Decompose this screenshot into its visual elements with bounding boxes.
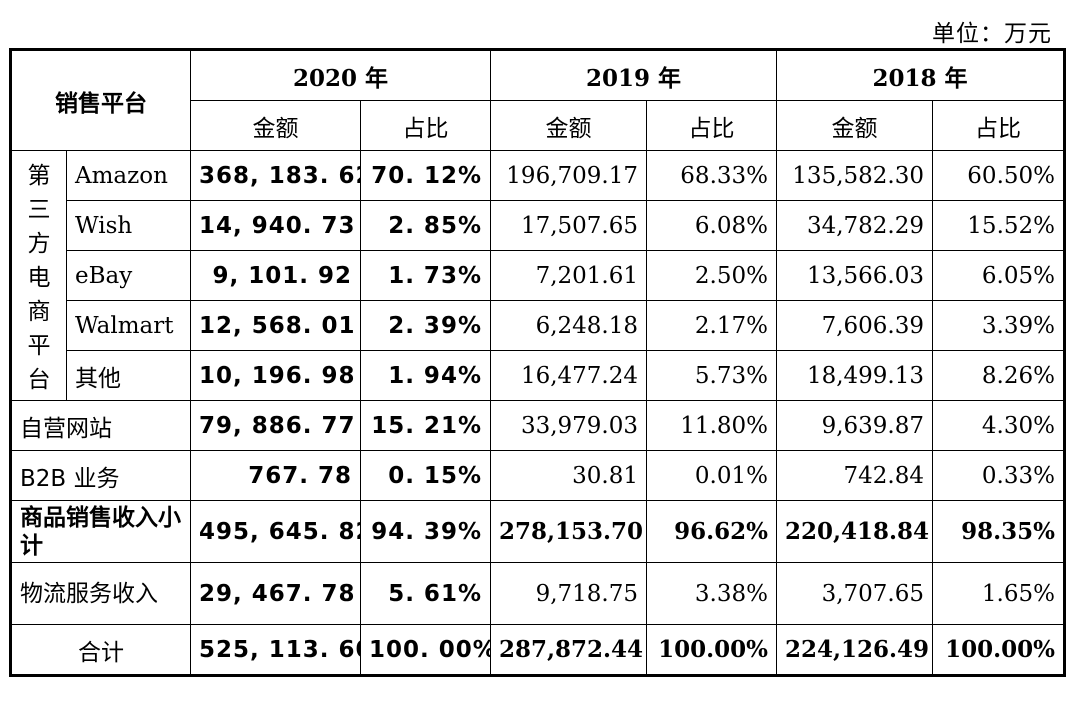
group-label-third-party: 第三方电商平台	[10, 150, 67, 401]
table-row: Walmart 12, 568. 01 2. 39% 6,248.18 2.17…	[11, 300, 1065, 351]
amount-2018: 13,566.03	[776, 250, 933, 301]
header-row-years: 销售平台 2020 年 2019 年 2018 年	[10, 49, 1065, 151]
amount-2019: 287,872.44	[490, 624, 647, 676]
ratio-2020: 2. 39%	[360, 300, 491, 351]
amount-2020: 495, 645. 82	[190, 500, 361, 563]
table-row: 第三方电商平台 Amazon 368, 183. 62 70. 12% 196,…	[10, 150, 1065, 401]
amount-2019: 278,153.70	[490, 500, 647, 563]
amount-2018: 224,126.49	[776, 624, 933, 676]
ratio-2018: 100.00%	[932, 624, 1065, 676]
amount-2018: 135,582.30	[776, 150, 933, 201]
amount-2020: 525, 113. 60	[190, 624, 361, 676]
ratio-2019: 5.73%	[646, 350, 777, 401]
ratio-2019: 11.80%	[646, 400, 777, 451]
ratio-2018: 98.35%	[932, 500, 1065, 563]
header-2020: 2020 年	[190, 49, 491, 101]
ratio-2020: 70. 12%	[360, 150, 491, 201]
amount-2020: 10, 196. 98	[190, 350, 361, 401]
ratio-2020: 15. 21%	[360, 400, 491, 451]
ratio-2020: 1. 73%	[360, 250, 491, 301]
ratio-2020: 0. 15%	[360, 450, 491, 501]
ratio-2018: 15.52%	[932, 200, 1065, 251]
amount-2019: 16,477.24	[490, 350, 647, 401]
ratio-2018: 3.39%	[932, 300, 1065, 351]
ratio-2020: 100. 00%	[360, 624, 491, 676]
amount-2018: 3,707.65	[776, 562, 933, 625]
row-name: 合计	[10, 624, 191, 676]
table-row: Wish 14, 940. 73 2. 85% 17,507.65 6.08% …	[11, 200, 1065, 251]
amount-2018: 7,606.39	[776, 300, 933, 351]
sales-platform-table: 销售平台 2020 年 2019 年 2018 年 金额 占比 金额 占比 金额…	[9, 48, 1066, 677]
table-row-subtotal: 商品销售收入小计 495, 645. 82 94. 39% 278,153.70…	[10, 500, 1065, 563]
ratio-2019: 3.38%	[646, 562, 777, 625]
table-row: eBay 9, 101. 92 1. 73% 7,201.61 2.50% 13…	[11, 250, 1065, 301]
amount-2018: 34,782.29	[776, 200, 933, 251]
amount-2019: 6,248.18	[490, 300, 647, 351]
row-name: 物流服务收入	[10, 562, 191, 625]
header-ratio-2019: 占比	[646, 100, 777, 151]
amount-2018: 18,499.13	[776, 350, 933, 401]
header-platform: 销售平台	[10, 49, 191, 151]
ratio-2019: 0.01%	[646, 450, 777, 501]
amount-2019: 196,709.17	[490, 150, 647, 201]
amount-2020: 79, 886. 77	[190, 400, 361, 451]
table-row: B2B 业务 767. 78 0. 15% 30.81 0.01% 742.84…	[10, 450, 1065, 501]
ratio-2019: 6.08%	[646, 200, 777, 251]
amount-2020: 9, 101. 92	[190, 250, 361, 301]
amount-2018: 742.84	[776, 450, 933, 501]
header-ratio-2018: 占比	[932, 100, 1065, 151]
ratio-2019: 2.50%	[646, 250, 777, 301]
row-name: Walmart	[66, 300, 191, 351]
ratio-2018: 6.05%	[932, 250, 1065, 301]
ratio-2018: 4.30%	[932, 400, 1065, 451]
header-amount-2019: 金额	[490, 100, 647, 151]
table-row-total: 合计 525, 113. 60 100. 00% 287,872.44 100.…	[10, 624, 1065, 676]
ratio-2018: 1.65%	[932, 562, 1065, 625]
ratio-2020: 2. 85%	[360, 200, 491, 251]
amount-2020: 29, 467. 78	[190, 562, 361, 625]
row-name: Wish	[66, 200, 191, 251]
row-name: 其他	[66, 350, 191, 401]
row-name: eBay	[66, 250, 191, 301]
row-name: B2B 业务	[10, 450, 191, 501]
ratio-2019: 100.00%	[646, 624, 777, 676]
ratio-2018: 60.50%	[932, 150, 1065, 201]
amount-2020: 12, 568. 01	[190, 300, 361, 351]
table-row: 其他 10, 196. 98 1. 94% 16,477.24 5.73% 18…	[11, 350, 1065, 401]
ratio-2020: 5. 61%	[360, 562, 491, 625]
ratio-2020: 1. 94%	[360, 350, 491, 401]
amount-2020: 14, 940. 73	[190, 200, 361, 251]
table-row: 物流服务收入 29, 467. 78 5. 61% 9,718.75 3.38%…	[10, 562, 1065, 625]
ratio-2019: 68.33%	[646, 150, 777, 201]
ratio-2018: 8.26%	[932, 350, 1065, 401]
header-2018: 2018 年	[776, 49, 1065, 101]
header-amount-2020: 金额	[190, 100, 361, 151]
amount-2020: 767. 78	[190, 450, 361, 501]
amount-2019: 17,507.65	[490, 200, 647, 251]
header-amount-2018: 金额	[776, 100, 933, 151]
amount-2019: 30.81	[490, 450, 647, 501]
amount-2020: 368, 183. 62	[190, 150, 361, 201]
amount-2019: 7,201.61	[490, 250, 647, 301]
row-name: 商品销售收入小计	[10, 500, 191, 563]
row-name: 自营网站	[10, 400, 191, 451]
amount-2018: 9,639.87	[776, 400, 933, 451]
header-2019: 2019 年	[490, 49, 777, 101]
ratio-2019: 2.17%	[646, 300, 777, 351]
ratio-2020: 94. 39%	[360, 500, 491, 563]
amount-2018: 220,418.84	[776, 500, 933, 563]
table-row: 自营网站 79, 886. 77 15. 21% 33,979.03 11.80…	[10, 400, 1065, 451]
unit-label: 单位：万元	[932, 21, 1052, 47]
ratio-2019: 96.62%	[646, 500, 777, 563]
ratio-2018: 0.33%	[932, 450, 1065, 501]
amount-2019: 33,979.03	[490, 400, 647, 451]
amount-2019: 9,718.75	[490, 562, 647, 625]
header-ratio-2020: 占比	[360, 100, 491, 151]
row-name: Amazon	[66, 150, 191, 201]
